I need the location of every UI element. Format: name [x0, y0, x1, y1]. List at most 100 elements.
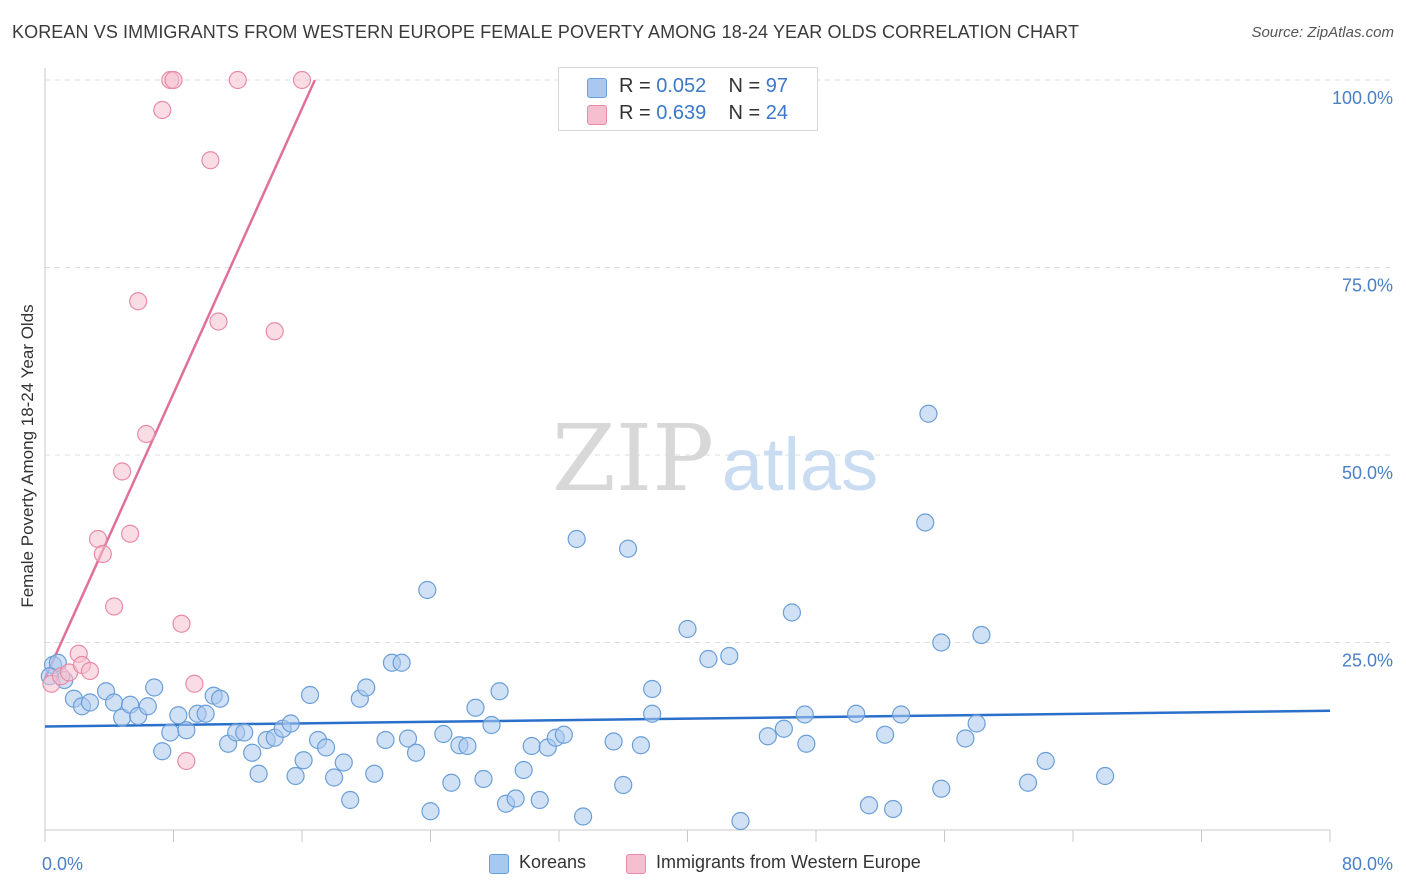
immigrants-n-value: 24: [765, 102, 789, 124]
n-label: N =: [728, 75, 761, 97]
immigrants-point: [292, 70, 312, 90]
koreans-legend-label: Koreans: [519, 852, 587, 872]
immigrants-point: [80, 661, 100, 681]
koreans-point: [153, 742, 172, 761]
koreans-point: [604, 732, 623, 751]
koreans-point: [758, 727, 777, 746]
immigrants-legend-label: Immigrants from Western Europe: [656, 852, 921, 872]
immigrants-point: [104, 597, 124, 616]
koreans-point: [300, 685, 320, 705]
koreans-point: [421, 802, 440, 821]
immigrants-point: [201, 151, 220, 170]
immigrants-point: [93, 544, 112, 564]
x-tick-label: 80.0%: [1342, 854, 1393, 874]
koreans-point: [235, 723, 254, 742]
koreans-point: [196, 704, 215, 723]
watermark-zip: ZIP: [552, 405, 714, 512]
koreans-point: [80, 693, 100, 712]
axes: [44, 68, 1331, 842]
koreans-point: [774, 719, 793, 738]
koreans-point: [916, 513, 935, 532]
trend-lines: [43, 79, 1331, 728]
koreans-point: [341, 790, 360, 810]
koreans-r-value: 0.052: [656, 75, 707, 97]
koreans-point: [442, 773, 461, 792]
koreans-point: [797, 734, 816, 753]
koreans-point: [334, 753, 353, 772]
koreans-point: [643, 679, 662, 699]
koreans-point: [643, 704, 662, 723]
immigrants-point: [112, 462, 132, 481]
y-tick-labels: 25.0% 50.0% 75.0% 100.0%: [1332, 88, 1393, 671]
immigrants-point: [185, 674, 204, 693]
x-tick-labels: 0.0% 80.0%: [42, 854, 1393, 874]
koreans-legend-swatch: [489, 854, 509, 874]
koreans-swatch: [587, 78, 607, 98]
koreans-point: [614, 775, 633, 795]
koreans-point: [169, 706, 188, 725]
koreans-point: [482, 715, 501, 735]
koreans-point: [919, 404, 938, 423]
koreans-point: [972, 625, 991, 645]
koreans-point: [376, 730, 395, 750]
immigrants-r-value: 0.639: [656, 102, 707, 124]
watermark: ZIP atlas: [552, 405, 878, 512]
chart-title: KOREAN VS IMMIGRANTS FROM WESTERN EUROPE…: [12, 22, 1080, 42]
koreans-point: [210, 689, 230, 708]
immigrants-point: [209, 312, 228, 331]
y-tick-label: 50.0%: [1342, 463, 1393, 483]
koreans-point: [1036, 751, 1055, 771]
koreans-point: [418, 580, 437, 600]
koreans-point: [138, 697, 157, 716]
koreans-point: [286, 766, 305, 786]
koreans-point: [932, 779, 951, 798]
r-label: R =: [619, 75, 651, 97]
koreans-point: [398, 729, 418, 748]
koreans-trend-line: [44, 709, 1331, 728]
koreans-point: [932, 633, 951, 652]
koreans-point: [474, 769, 493, 789]
koreans-point: [678, 619, 697, 639]
koreans-point: [573, 807, 593, 826]
koreans-point: [859, 796, 879, 815]
koreans-point: [434, 724, 453, 744]
immigrants-point: [88, 529, 108, 549]
koreans-point: [316, 738, 336, 757]
r-label: R =: [619, 102, 651, 124]
koreans-point: [618, 539, 638, 558]
koreans-point: [567, 529, 586, 549]
series-legend: Koreans Immigrants from Western Europe: [0, 852, 1406, 878]
koreans-point: [883, 799, 903, 819]
n-label: N =: [728, 102, 761, 124]
koreans-point: [243, 743, 262, 762]
immigrants-point: [121, 524, 140, 543]
koreans-point: [956, 729, 975, 748]
koreans-point: [357, 678, 376, 697]
koreans-point: [795, 705, 814, 724]
x-tick-label: 0.0%: [42, 854, 83, 874]
immigrants-legend-swatch: [626, 854, 646, 874]
koreans-point: [782, 603, 802, 622]
koreans-point: [699, 649, 718, 669]
koreans-point: [145, 678, 164, 697]
koreans-point: [490, 682, 509, 701]
y-tick-label: 75.0%: [1342, 276, 1393, 296]
immigrants-point: [172, 614, 191, 633]
koreans-point: [249, 764, 268, 783]
koreans-point: [406, 743, 426, 762]
y-tick-label: 100.0%: [1332, 88, 1393, 108]
y-axis-label: Female Poverty Among 18-24 Year Olds: [18, 304, 37, 607]
koreans-point: [325, 768, 344, 787]
koreans-point: [161, 723, 180, 742]
koreans-point: [631, 736, 651, 755]
koreans-point: [365, 764, 384, 783]
koreans-point: [514, 760, 533, 780]
source-credit: Source: ZipAtlas.com: [1251, 24, 1394, 41]
y-tick-label: 25.0%: [1342, 651, 1393, 671]
immigrants-point: [228, 70, 247, 90]
koreans-point: [458, 736, 477, 756]
immigrants-trend-line: [43, 79, 316, 680]
koreans-point: [104, 693, 124, 712]
immigrants-point: [129, 292, 148, 311]
